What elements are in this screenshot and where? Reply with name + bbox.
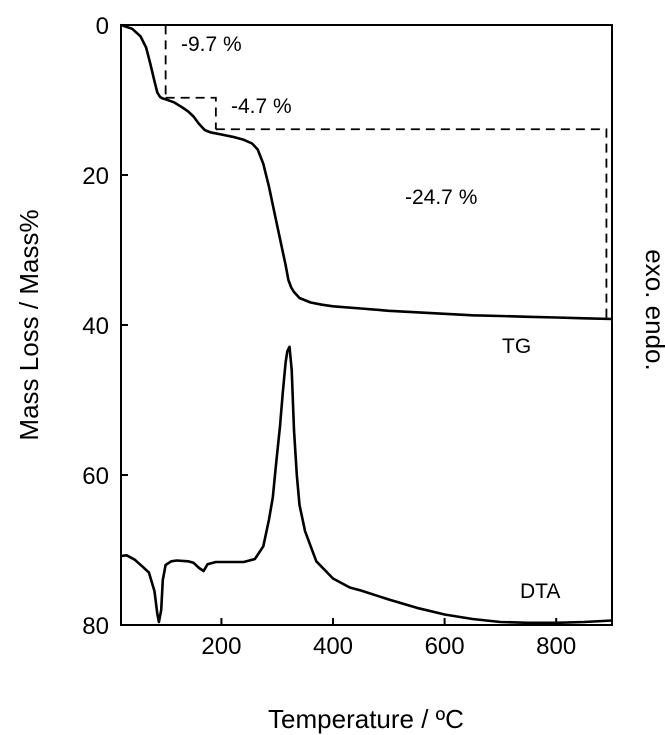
series-line-tg [120,23,613,321]
plot-frame [120,24,613,626]
y-tick-label-80: 80 [82,613,109,640]
x-tick-label-600: 600 [425,633,465,660]
series-lines [120,23,613,625]
series-label-dta: DTA [520,580,560,603]
annotation-step-2: -4.7 % [231,95,292,118]
series-label-tg: TG [502,335,531,358]
step-guide-3 [215,128,608,319]
right-axis-title: exo. endo. [640,249,665,370]
y-tick-label-60: 60 [82,463,109,490]
step-guide-1 [121,24,167,98]
annotation-step-1: -9.7 % [181,33,242,56]
y-tick-label-0: 0 [96,13,109,40]
step-guides [121,24,608,319]
axis-ticks: 200 400 600 800 0 20 40 60 80 [82,13,576,660]
y-tick-label-40: 40 [82,313,109,340]
x-axis-title: Temperature / ºC [268,704,464,734]
y-tick-label-20: 20 [82,163,109,190]
x-tick-label-400: 400 [313,633,353,660]
x-tick-label-800: 800 [536,633,576,660]
series-line-dta [120,345,613,625]
y-axis-title: Mass Loss / Mass% [14,209,44,440]
annotation-step-3: -24.7 % [405,186,477,209]
step-guide-2 [165,96,217,130]
x-tick-label-200: 200 [201,633,241,660]
